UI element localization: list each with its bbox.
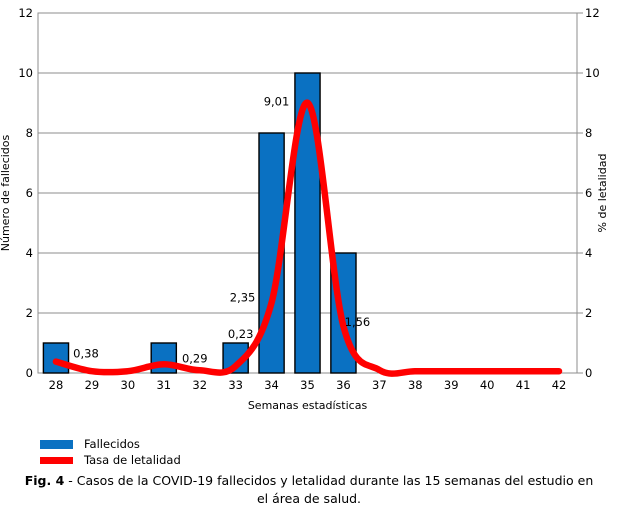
- data-label-35: 9,01: [264, 95, 290, 109]
- right-axis-tick-label: 10: [585, 66, 600, 80]
- left-axis-tick-label: 0: [26, 366, 33, 380]
- x-tick-label-28: 28: [49, 378, 64, 392]
- right-axis-tick-label: 0: [585, 366, 592, 380]
- left-axis-tick-label: 8: [26, 126, 33, 140]
- data-label-31: 0,29: [182, 351, 208, 365]
- legend-swatch-bar: [40, 439, 73, 449]
- x-tick-label-38: 38: [408, 378, 423, 392]
- left-axis-tick-label: 6: [26, 186, 33, 200]
- left-axis-tick-label: 12: [18, 6, 33, 20]
- left-axis-tick-label: 4: [26, 246, 33, 260]
- x-tick-label-39: 39: [444, 378, 459, 392]
- figure-caption-text: Fig. 4 - Casos de la COVID-19 fallecidos…: [23, 472, 595, 508]
- y-axis-title-right: % de letalidad: [596, 154, 609, 233]
- figure-caption-prefix: Fig. 4: [24, 473, 65, 488]
- x-tick-label-32: 32: [192, 378, 207, 392]
- figure-caption-body: - Casos de la COVID-19 fallecidos y leta…: [64, 473, 594, 506]
- right-axis-tick-label: 4: [585, 246, 592, 260]
- left-axis-tick-label: 10: [18, 66, 33, 80]
- legend-swatch-line: [40, 456, 73, 464]
- right-axis-tick-label: 12: [585, 6, 600, 20]
- right-axis-tick-label: 2: [585, 306, 592, 320]
- chart-legend: Fallecidos Tasa de letalidad: [40, 438, 181, 466]
- legend-item-fallecidos: Fallecidos: [40, 438, 181, 450]
- legend-item-tasa: Tasa de letalidad: [40, 454, 181, 466]
- x-tick-label-41: 41: [516, 378, 531, 392]
- x-tick-label-31: 31: [156, 378, 171, 392]
- legend-label-fallecidos: Fallecidos: [84, 437, 140, 451]
- x-tick-label-33: 33: [228, 378, 243, 392]
- x-tick-label-30: 30: [121, 378, 136, 392]
- left-axis-tick-label: 2: [26, 306, 33, 320]
- data-label-36: 1,56: [345, 315, 371, 329]
- chart-svg: 0 0 2 2 4 4 6 6 8 8 10 10 12 12 0,38 0,29 0,23 2,35 9,01 1,…: [0, 6, 609, 412]
- right-axis-tick-label: 8: [585, 126, 592, 140]
- x-tick-label-37: 37: [372, 378, 387, 392]
- y-axis-title-left: Número de fallecidos: [0, 134, 12, 251]
- x-tick-label-29: 29: [85, 378, 100, 392]
- x-tick-label-36: 36: [336, 378, 351, 392]
- right-axis-tick-label: 6: [585, 186, 592, 200]
- x-tick-label-34: 34: [264, 378, 279, 392]
- data-label-34: 2,35: [230, 291, 256, 305]
- x-axis-title: Semanas estadísticas: [248, 399, 368, 412]
- figure-caption: Fig. 4 - Casos de la COVID-19 fallecidos…: [0, 472, 618, 508]
- line-tasa-letalidad: [52, 99, 563, 377]
- x-tick-label-42: 42: [552, 378, 567, 392]
- bar-28: [42, 342, 70, 374]
- x-tick-label-35: 35: [300, 378, 315, 392]
- data-label-33: 0,23: [228, 327, 254, 341]
- x-tick-label-40: 40: [480, 378, 495, 392]
- data-label-28: 0,38: [73, 347, 99, 361]
- legend-label-tasa: Tasa de letalidad: [84, 453, 181, 467]
